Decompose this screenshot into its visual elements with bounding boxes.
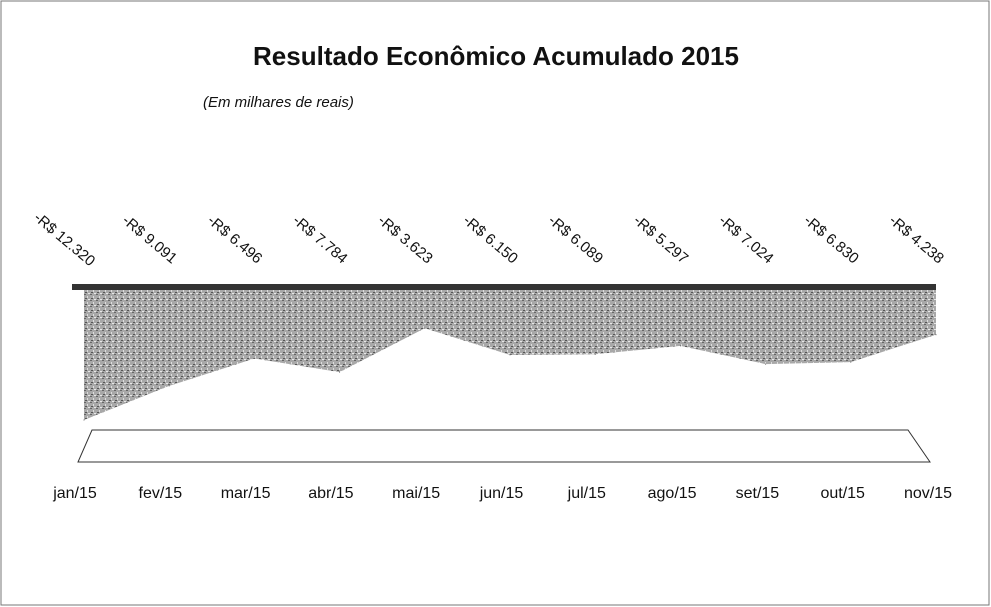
area xyxy=(84,290,936,420)
chart-subtitle: (Em milhares de reais) xyxy=(203,94,354,111)
area-vertex xyxy=(509,354,511,356)
x-tick-label: nov/15 xyxy=(904,485,952,502)
area-vertex xyxy=(424,327,426,329)
data-label: -R$ 6.089 xyxy=(545,212,606,267)
data-label: -R$ 6.150 xyxy=(460,212,521,267)
x-tick-label: fev/15 xyxy=(139,485,183,502)
x-tick-label: jun/15 xyxy=(479,485,524,502)
data-label: -R$ 9.091 xyxy=(119,212,180,267)
x-tick-label: mar/15 xyxy=(221,485,271,502)
x-tick-label: ago/15 xyxy=(648,485,697,502)
area-vertex xyxy=(83,419,85,421)
area-vertex xyxy=(253,358,255,360)
x-tick-label: jul/15 xyxy=(567,485,606,502)
floor xyxy=(77,429,931,463)
data-label: -R$ 6.830 xyxy=(800,212,861,267)
data-label: -R$ 3.623 xyxy=(374,212,435,267)
data-label: -R$ 7.024 xyxy=(715,212,776,267)
x-tick-label: set/15 xyxy=(736,485,780,502)
area-vertex xyxy=(935,334,937,336)
data-label: -R$ 12.320 xyxy=(30,209,98,270)
area-vertex xyxy=(168,385,170,387)
x-tick-label: abr/15 xyxy=(308,485,353,502)
data-label: -R$ 6.496 xyxy=(204,212,265,267)
data-label: -R$ 5.297 xyxy=(630,212,691,267)
area-vertex xyxy=(594,353,596,355)
x-tick-label: out/15 xyxy=(820,485,865,502)
area-vertex xyxy=(679,345,681,347)
x-tick-label: jan/15 xyxy=(52,485,97,502)
data-label: -R$ 4.238 xyxy=(886,212,947,267)
data-label: -R$ 7.784 xyxy=(289,212,350,267)
area-top xyxy=(72,284,936,290)
x-tick-label: mai/15 xyxy=(392,485,440,502)
chart-title: Resultado Econômico Acumulado 2015 xyxy=(253,41,739,71)
area-vertex xyxy=(850,361,852,363)
area-vertex xyxy=(765,363,767,365)
area-vertex xyxy=(339,371,341,373)
